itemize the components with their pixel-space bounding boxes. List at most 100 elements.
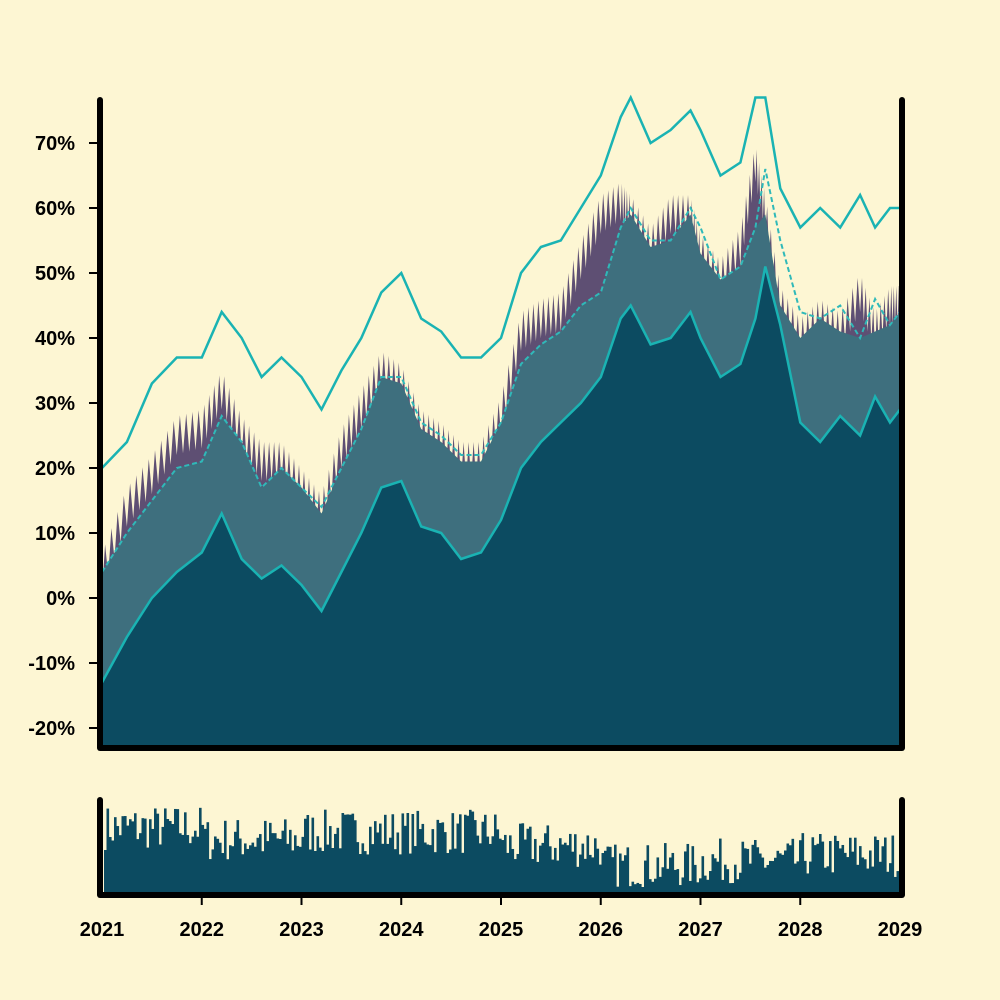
volume-bar <box>124 816 127 895</box>
volume-bar <box>704 875 707 895</box>
volume-bar <box>179 833 182 895</box>
volume-bar <box>656 857 660 895</box>
volume-bar <box>291 850 295 895</box>
volume-bar <box>689 880 692 895</box>
volume-bar <box>149 819 152 895</box>
volume-bar <box>671 852 675 895</box>
volume-bar <box>836 840 840 895</box>
volume-bar <box>134 813 137 895</box>
volume-bar <box>191 836 195 895</box>
volume-bar <box>316 836 320 895</box>
volume-bar <box>116 826 120 895</box>
volume-bar <box>119 835 122 895</box>
volume-bar <box>516 853 520 895</box>
volume-bar <box>394 849 397 895</box>
volume-bar <box>896 871 900 895</box>
volume-bar <box>621 860 625 895</box>
volume-bar <box>776 850 780 895</box>
volume-bar <box>351 813 355 895</box>
volume-bar <box>629 886 632 895</box>
volume-bar <box>546 825 550 895</box>
volume-bar <box>571 851 575 895</box>
volume-bar <box>396 832 400 895</box>
volume-bar <box>716 861 720 895</box>
volume-bar <box>434 852 437 895</box>
volume-bar <box>514 859 517 895</box>
volume-bar <box>699 878 702 895</box>
volume-bar <box>584 858 587 895</box>
volume-bar <box>659 876 662 895</box>
lower-band-line <box>100 266 901 684</box>
volume-bar <box>289 829 292 895</box>
volume-bar <box>711 854 715 895</box>
volume-bar <box>221 853 225 895</box>
volume-bar <box>856 864 860 895</box>
volume-bar <box>356 842 360 895</box>
volume-bar <box>511 848 515 895</box>
volume-bar <box>731 883 735 895</box>
volume-bar <box>889 863 892 895</box>
volume-bar <box>529 826 532 895</box>
volume-bar <box>371 844 375 895</box>
volume-bar <box>389 837 392 895</box>
volume-bar <box>414 846 417 895</box>
volume-bar <box>456 823 460 895</box>
volume-bar <box>476 835 480 895</box>
volume-bar <box>416 810 420 895</box>
volume-bar <box>326 844 330 895</box>
volume-bar <box>504 834 507 895</box>
y-tick-label: 10% <box>35 523 75 545</box>
volume-bar <box>661 867 665 895</box>
volume-bar <box>331 848 335 895</box>
volume-bar <box>376 832 380 895</box>
volume-bar <box>194 830 197 895</box>
volume-bar <box>199 807 202 895</box>
volume-bar <box>426 844 430 895</box>
volume-bar <box>401 813 405 895</box>
y-tick-label: 20% <box>35 458 75 480</box>
volume-bar <box>784 850 787 895</box>
volume-bar <box>709 871 712 895</box>
y-tick-label: -20% <box>28 718 75 740</box>
volume-bar <box>234 831 237 895</box>
volume-bar <box>806 873 810 895</box>
volume-bar <box>374 821 377 895</box>
x-tick-label: 2027 <box>678 919 723 941</box>
volume-bar <box>624 855 627 895</box>
volume-bar <box>359 854 362 895</box>
volume-bar <box>676 869 680 895</box>
volume-bar <box>246 848 250 895</box>
volume-bar <box>354 820 357 895</box>
volume-bar <box>231 846 235 895</box>
volume-bar <box>721 879 725 895</box>
volume-bar <box>499 838 502 895</box>
volume-bar <box>241 854 245 895</box>
volume-bar <box>261 851 265 895</box>
volume-bar <box>276 838 280 895</box>
volume-bar <box>874 836 877 895</box>
volume-bar <box>534 838 537 895</box>
volume-bar <box>811 837 815 895</box>
volume-bar <box>324 809 327 895</box>
volume-bar <box>756 847 760 895</box>
volume-bar <box>626 847 630 895</box>
volume-bar <box>544 833 547 895</box>
volume-bar <box>419 829 422 895</box>
volume-bar <box>304 818 307 895</box>
volume-bar <box>159 844 162 895</box>
volume-bar <box>446 853 450 895</box>
volume-bar <box>646 845 650 895</box>
volume-bar <box>269 822 272 895</box>
y-tick-label: 30% <box>35 393 75 415</box>
y-tick-label: 50% <box>35 263 75 285</box>
volume-bar <box>551 859 555 895</box>
volume-bar <box>601 853 605 895</box>
volume-bar <box>176 809 180 895</box>
volume-bar <box>484 814 487 895</box>
volume-bar <box>144 818 147 895</box>
volume-bar <box>594 838 597 895</box>
volume-bar <box>506 852 510 895</box>
volume-bar <box>851 851 855 895</box>
volume-bar <box>681 877 685 895</box>
